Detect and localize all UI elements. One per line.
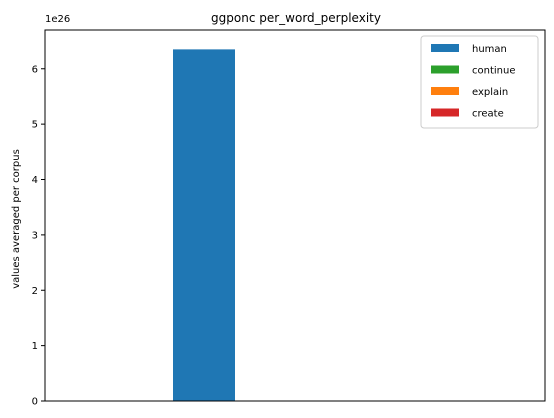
y-tick-label: 5 (32, 120, 38, 131)
y-axis-offset-label: 1e26 (45, 14, 70, 25)
legend-label-human: human (472, 44, 507, 55)
y-axis-title: values averaged per corpus (11, 149, 22, 289)
legend-label-explain: explain (472, 87, 508, 98)
legend-swatch-create (431, 108, 459, 117)
bars-group (173, 49, 235, 402)
y-tick-label: 4 (32, 175, 38, 186)
bar-human (173, 49, 235, 402)
y-tick-label: 1 (32, 341, 38, 352)
y-tick-label: 2 (32, 286, 38, 297)
legend-box (420, 35, 539, 129)
legend-swatch-human (431, 44, 459, 52)
legend-label-continue: continue (472, 66, 515, 77)
y-axis: 0 1 2 3 4 5 6 (32, 64, 45, 408)
chart-title: ggponc per_word_perplexity (211, 11, 381, 25)
plot-frame (44, 29, 546, 402)
y-tick-label: 6 (32, 64, 38, 75)
legend-label-create: create (472, 109, 504, 120)
legend: human continue explain create (420, 35, 539, 129)
legend-swatch-continue (431, 65, 459, 74)
y-tick-label: 3 (32, 230, 38, 241)
legend-swatch-explain (431, 87, 459, 95)
y-tick-label: 0 (32, 397, 38, 408)
